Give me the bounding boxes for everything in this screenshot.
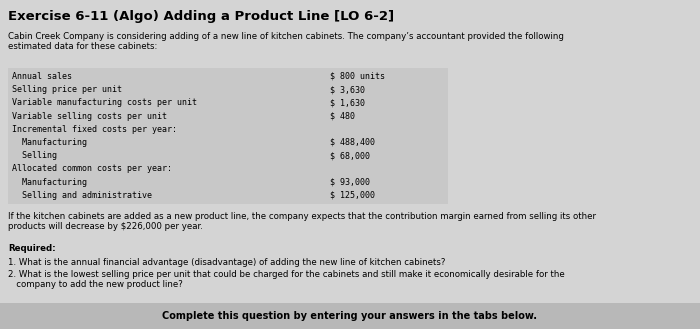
Text: 2. What is the lowest selling price per unit that could be charged for the cabin: 2. What is the lowest selling price per …	[8, 270, 565, 290]
Text: $ 68,000: $ 68,000	[330, 151, 370, 160]
Text: Cabin Creek Company is considering adding of a new line of kitchen cabinets. The: Cabin Creek Company is considering addin…	[8, 32, 564, 51]
Text: Selling: Selling	[12, 151, 57, 160]
Text: $ 93,000: $ 93,000	[330, 178, 370, 187]
Text: Selling price per unit: Selling price per unit	[12, 85, 122, 94]
Text: $ 125,000: $ 125,000	[330, 191, 375, 200]
Text: Allocated common costs per year:: Allocated common costs per year:	[12, 164, 172, 173]
Text: Selling and administrative: Selling and administrative	[12, 191, 152, 200]
Text: Complete this question by entering your answers in the tabs below.: Complete this question by entering your …	[162, 311, 538, 321]
Text: $ 3,630: $ 3,630	[330, 85, 365, 94]
Text: Variable manufacturing costs per unit: Variable manufacturing costs per unit	[12, 98, 197, 107]
Text: $ 488,400: $ 488,400	[330, 138, 375, 147]
Bar	[8, 68, 448, 204]
Text: Annual sales: Annual sales	[12, 72, 72, 81]
Text: $ 800 units: $ 800 units	[330, 72, 385, 81]
Text: Manufacturing: Manufacturing	[12, 138, 87, 147]
Text: $ 480: $ 480	[330, 112, 355, 121]
Text: If the kitchen cabinets are added as a new product line, the company expects tha: If the kitchen cabinets are added as a n…	[8, 212, 596, 231]
Bar	[0, 303, 700, 329]
Text: 1. What is the annual financial advantage (disadvantage) of adding the new line : 1. What is the annual financial advantag…	[8, 258, 445, 267]
Text: Exercise 6-11 (Algo) Adding a Product Line [LO 6-2]: Exercise 6-11 (Algo) Adding a Product Li…	[8, 10, 394, 23]
Text: Required:: Required:	[8, 244, 55, 253]
Text: Incremental fixed costs per year:: Incremental fixed costs per year:	[12, 125, 177, 134]
Text: Manufacturing: Manufacturing	[12, 178, 87, 187]
Text: $ 1,630: $ 1,630	[330, 98, 365, 107]
Text: Variable selling costs per unit: Variable selling costs per unit	[12, 112, 167, 121]
